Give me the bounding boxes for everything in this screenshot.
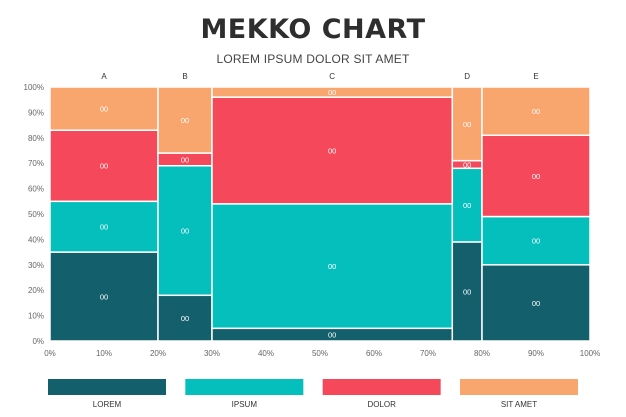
column-header-a: A <box>101 72 107 81</box>
column-headers: A B C D E <box>101 72 538 81</box>
legend-swatch-dolor <box>322 379 441 395</box>
x-tick-label: 30% <box>204 349 220 358</box>
legend-label: SIT AMET <box>501 400 537 409</box>
y-tick-label: 100% <box>24 83 44 92</box>
legend: LOREM IPSUM DOLOR SIT AMET <box>48 379 578 409</box>
y-tick-label: 90% <box>28 108 44 117</box>
segment-value-label: 00 <box>181 227 189 236</box>
segment-value-label: 00 <box>181 155 189 164</box>
segment-value-label: 00 <box>463 120 471 129</box>
x-tick-label: 70% <box>420 349 436 358</box>
mekko-segment-c-ipsum <box>211 203 454 330</box>
segment-value-label: 00 <box>532 299 540 308</box>
segment-value-label: 00 <box>532 107 540 116</box>
mekko-segment-e-ipsum <box>481 215 591 266</box>
y-tick-label: 70% <box>28 159 44 168</box>
x-tick-label: 50% <box>312 349 328 358</box>
y-tick-label: 30% <box>28 261 44 270</box>
y-axis-labels: 0% 10% 20% 30% 40% 50% 60% 70% 80% 90% 100% <box>24 83 44 346</box>
mekko-segment-a-ipsum <box>49 200 159 253</box>
x-tick-label: 60% <box>366 349 382 358</box>
segment-value-label: 00 <box>100 162 108 171</box>
segment-value-label: 00 <box>463 201 471 210</box>
segment-value-label: 00 <box>532 237 540 246</box>
y-tick-label: 40% <box>28 235 44 244</box>
legend-label: LOREM <box>93 400 122 409</box>
segment-value-label: 00 <box>532 172 540 181</box>
mekko-segment-d-ipsum <box>451 167 483 243</box>
segment-value-label: 00 <box>463 160 471 169</box>
y-tick-label: 60% <box>28 185 44 194</box>
x-tick-label: 40% <box>258 349 274 358</box>
legend-swatch-ipsum <box>185 379 304 395</box>
y-tick-label: 20% <box>28 286 44 295</box>
x-axis-labels: 0% 10% 20% 30% 40% 50% 60% 70% 80% 90% 100% <box>44 349 600 358</box>
x-tick-label: 80% <box>474 349 490 358</box>
mekko-segment-a-sit-amet <box>49 86 159 131</box>
segment-value-label: 00 <box>328 262 336 271</box>
legend-label: IPSUM <box>232 400 258 409</box>
y-tick-label: 0% <box>32 337 44 346</box>
column-header-d: D <box>464 72 470 81</box>
legend-swatch-lorem <box>48 379 166 395</box>
segment-value-label: 00 <box>100 223 108 232</box>
segment-value-label: 00 <box>181 314 189 323</box>
column-header-b: B <box>182 72 187 81</box>
x-tick-label: 0% <box>44 349 56 358</box>
mekko-segment-b-sit-amet <box>157 86 213 154</box>
x-tick-label: 90% <box>528 349 544 358</box>
chart-title: MEKKO CHART <box>200 14 426 45</box>
x-tick-label: 10% <box>96 349 112 358</box>
segment-value-label: 00 <box>328 147 336 156</box>
segment-value-label: 00 <box>328 88 336 97</box>
segment-value-label: 00 <box>100 293 108 302</box>
chart-bars: 00 00 00 00 00 00 00 00 00 00 00 00 00 00 00 00 00 00 00 00 <box>49 86 591 342</box>
y-tick-label: 80% <box>28 134 44 143</box>
mekko-segment-d-sit-amet <box>451 86 483 162</box>
column-header-e: E <box>533 72 538 81</box>
segment-value-label: 00 <box>328 331 336 340</box>
segment-value-label: 00 <box>463 287 471 296</box>
chart-subtitle: LOREM IPSUM DOLOR SIT AMET <box>216 52 410 66</box>
segment-value-label: 00 <box>100 105 108 114</box>
y-tick-label: 50% <box>28 210 44 219</box>
segment-value-label: 00 <box>181 116 189 125</box>
y-tick-label: 10% <box>28 312 44 321</box>
legend-swatch-sit-amet <box>460 379 578 395</box>
x-tick-label: 20% <box>150 349 166 358</box>
mekko-segment-e-sit-amet <box>481 86 591 137</box>
column-header-c: C <box>329 72 335 81</box>
x-tick-label: 100% <box>580 349 600 358</box>
legend-label: DOLOR <box>367 400 396 409</box>
